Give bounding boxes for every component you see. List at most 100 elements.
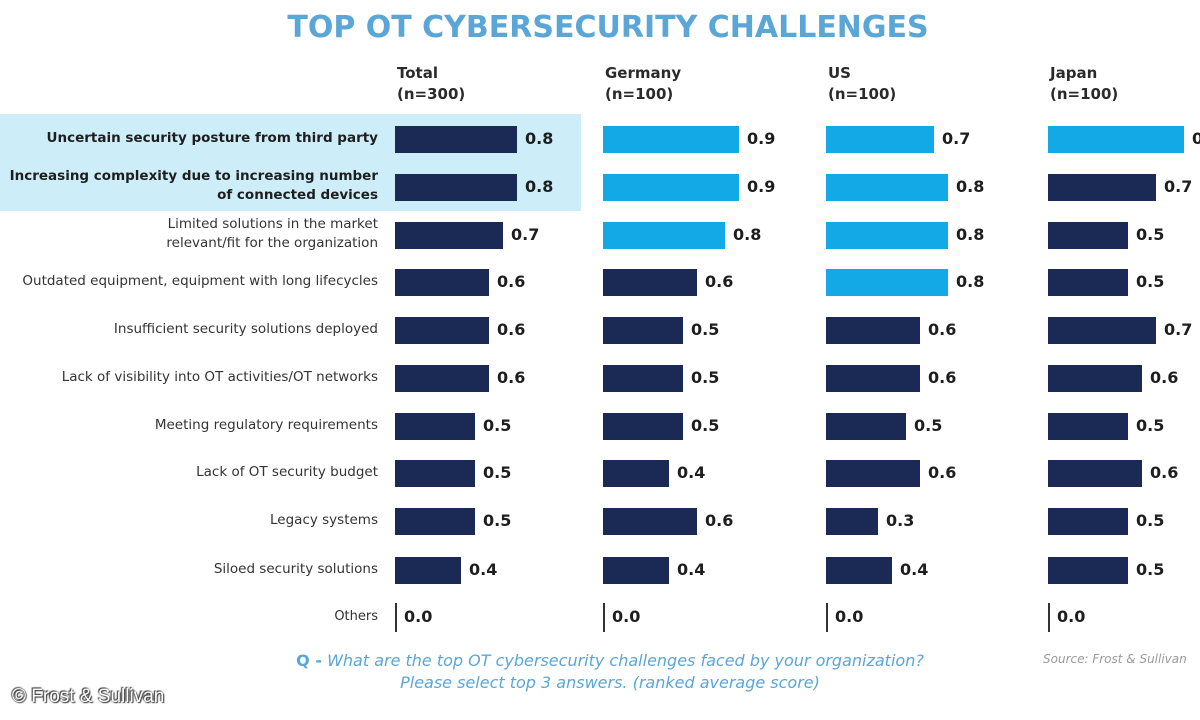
bar-japan (1048, 365, 1142, 392)
bar-total (395, 413, 475, 440)
data-label: 0.5 (1136, 225, 1165, 244)
bar-germany (603, 269, 697, 296)
question-line-1: What are the top OT cybersecurity challe… (327, 651, 924, 670)
bar-total (395, 460, 475, 487)
data-label: 0.7 (1164, 320, 1193, 339)
category-label: Legacy systems (270, 511, 378, 528)
data-label: 0.6 (497, 272, 526, 291)
category-label: Siloed security solutions (213, 560, 378, 577)
data-label: 0.5 (483, 511, 512, 530)
zero-bar (826, 603, 828, 632)
bar-japan (1048, 269, 1128, 296)
bar-total (395, 269, 489, 296)
data-label: 0.8 (956, 272, 985, 291)
data-label: 0.6 (497, 368, 526, 387)
question-line-2: Please select top 3 answers. (ranked ave… (400, 673, 820, 692)
category-label: Limited solutions in the market relevant/… (166, 216, 378, 251)
bar-japan (1048, 126, 1184, 153)
data-label: 0.5 (691, 320, 720, 339)
bar-us (826, 365, 920, 392)
data-label: 0.6 (1150, 368, 1179, 387)
bar-germany (603, 126, 739, 153)
data-label: 0.6 (928, 368, 957, 387)
column-sample-size: (n=100) (1050, 85, 1119, 103)
category-label: Lack of visibility into OT activities/OT… (61, 368, 378, 385)
data-label: 0. (1192, 129, 1200, 148)
data-label: 0.5 (691, 368, 720, 387)
zero-bar (603, 603, 605, 632)
data-label: 0.9 (747, 129, 776, 148)
bar-us (826, 174, 948, 201)
bar-japan (1048, 222, 1128, 249)
bar-us (826, 508, 878, 535)
data-label: 0.7 (511, 225, 540, 244)
data-label: 0.5 (1136, 416, 1165, 435)
bar-total (395, 126, 517, 153)
copyright-watermark: © Frost & Sullivan (12, 686, 165, 707)
category-label: Insufficient security solutions deployed (113, 320, 378, 337)
category-label: Meeting regulatory requirements (154, 416, 378, 433)
category-label: Uncertain security posture from third pa… (46, 129, 378, 146)
category-label: Others (334, 608, 378, 624)
column-name: Japan (1050, 64, 1098, 82)
bar-us (826, 222, 948, 249)
column-sample-size: (n=100) (605, 85, 674, 103)
bar-us (826, 557, 892, 584)
data-label: 0.9 (747, 177, 776, 196)
data-label: 0.8 (525, 129, 554, 148)
column-header-germany: Germany (n=100) (605, 63, 681, 105)
bar-germany (603, 460, 669, 487)
data-label: 0.5 (914, 416, 943, 435)
data-label: 0.6 (705, 272, 734, 291)
bar-total (395, 557, 461, 584)
bar-us (826, 460, 920, 487)
category-label: Increasing complexity due to increasing … (9, 168, 378, 203)
data-label: 0.4 (677, 463, 706, 482)
bar-us (826, 269, 948, 296)
column-sample-size: (n=100) (828, 85, 897, 103)
bar-total (395, 317, 489, 344)
data-label: 0.8 (956, 177, 985, 196)
bar-germany (603, 365, 683, 392)
bar-us (826, 413, 906, 440)
bar-germany (603, 317, 683, 344)
bar-germany (603, 222, 725, 249)
data-label: 0.4 (469, 560, 498, 579)
data-label: 0.4 (677, 560, 706, 579)
chart-title: TOP OT CYBERSECURITY CHALLENGES (287, 10, 929, 45)
column-header-japan: Japan (n=100) (1050, 63, 1118, 105)
column-header-total: Total (n=300) (397, 63, 465, 105)
bar-us (826, 126, 934, 153)
data-label: 0.6 (928, 320, 957, 339)
data-label: 0.8 (956, 225, 985, 244)
data-label: 0.6 (928, 463, 957, 482)
data-label: 0.6 (497, 320, 526, 339)
bar-germany (603, 413, 683, 440)
data-label: 0.7 (1164, 177, 1193, 196)
column-name: Total (397, 64, 438, 82)
data-label: 0.5 (691, 416, 720, 435)
column-header-us: US (n=100) (828, 63, 896, 105)
bar-total (395, 365, 489, 392)
bar-total (395, 222, 503, 249)
data-label: 0.0 (612, 607, 641, 626)
bar-total (395, 174, 517, 201)
category-label: Outdated equipment, equipment with long … (22, 272, 378, 289)
category-label: Lack of OT security budget (196, 463, 378, 480)
bar-japan (1048, 460, 1142, 487)
data-label: 0.8 (525, 177, 554, 196)
data-label: 0.7 (942, 129, 971, 148)
data-label: 0.3 (886, 511, 915, 530)
column-name: US (828, 64, 851, 82)
bar-germany (603, 508, 697, 535)
data-label: 0.0 (1057, 607, 1086, 626)
column-name: Germany (605, 64, 682, 82)
bar-japan (1048, 174, 1156, 201)
zero-bar (395, 603, 397, 632)
column-sample-size: (n=300) (397, 85, 466, 103)
data-label: 0.6 (705, 511, 734, 530)
bar-total (395, 508, 475, 535)
data-label: 0.5 (483, 416, 512, 435)
data-label: 0.6 (1150, 463, 1179, 482)
bar-us (826, 317, 920, 344)
